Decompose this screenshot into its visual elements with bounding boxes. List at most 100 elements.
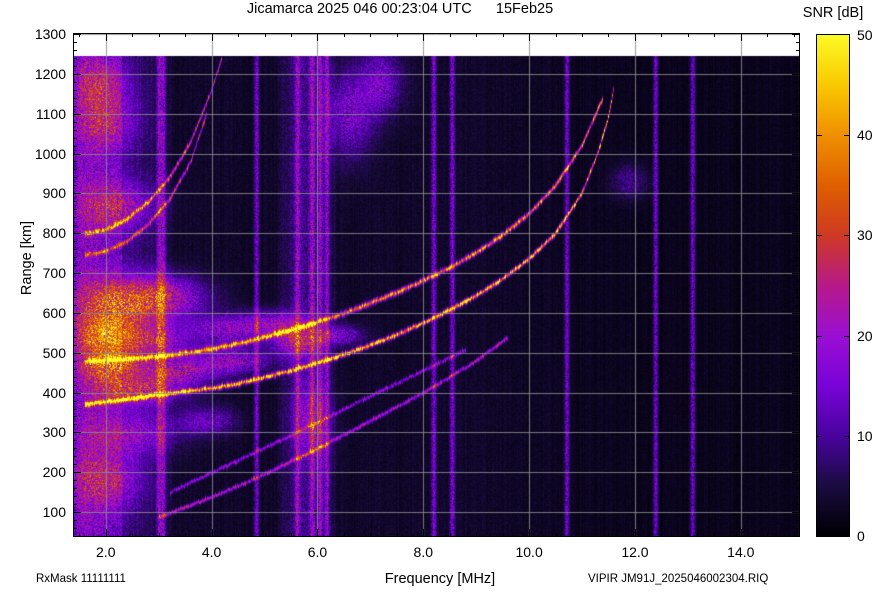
x-axis-tick-label: 10.0 — [515, 544, 543, 560]
y-axis-minor-tick — [73, 209, 77, 210]
x-axis-tick-mark — [317, 33, 318, 41]
y-axis-minor-tick — [796, 377, 800, 378]
y-axis-minor-tick — [796, 90, 800, 91]
y-axis-tick-label: 1000 — [34, 145, 66, 162]
y-axis-minor-tick — [73, 488, 77, 489]
y-axis-minor-tick — [73, 528, 77, 529]
y-axis-tick-label: 500 — [42, 344, 66, 361]
y-axis-minor-tick — [796, 528, 800, 529]
x-axis-tick-mark — [529, 33, 530, 41]
y-axis-minor-tick — [73, 409, 77, 410]
colorbar-tick-mark — [816, 336, 822, 337]
colorbar-tick-label: 40 — [857, 127, 873, 144]
y-axis-tick-mark — [792, 393, 800, 394]
y-axis-minor-tick — [73, 536, 77, 537]
y-axis-tick-label: 100 — [42, 504, 66, 521]
y-axis-minor-tick — [796, 337, 800, 338]
footer-filename: VIPIR JM91J_2025046002304.RIQ — [588, 573, 769, 585]
x-axis-tick-mark — [212, 529, 213, 537]
y-axis-minor-tick — [73, 42, 77, 43]
y-axis-minor-tick — [796, 130, 800, 131]
colorbar-tick-label: 10 — [857, 427, 873, 444]
page-title: Jicamarca 2025 046 00:23:04 UTC 15Feb25 — [246, 1, 554, 17]
y-axis-minor-tick — [796, 265, 800, 266]
y-axis-minor-tick — [73, 201, 77, 202]
y-axis-minor-tick — [796, 329, 800, 330]
y-axis-minor-tick — [796, 146, 800, 147]
colorbar-tick-label: 20 — [857, 327, 873, 344]
x-axis-minor-tick — [661, 33, 662, 37]
y-axis-minor-tick — [796, 289, 800, 290]
x-axis-minor-tick — [688, 33, 689, 37]
y-axis-minor-tick — [796, 385, 800, 386]
y-axis-minor-tick — [796, 480, 800, 481]
y-axis-tick-label: 700 — [42, 265, 66, 282]
y-axis-minor-tick — [796, 536, 800, 537]
y-axis-minor-tick — [73, 122, 77, 123]
y-axis-tick-mark — [792, 154, 800, 155]
y-axis-minor-tick — [73, 50, 77, 51]
y-axis-minor-tick — [73, 464, 77, 465]
y-axis-minor-tick — [796, 281, 800, 282]
y-axis-minor-tick — [796, 369, 800, 370]
colorbar-tick-mark — [844, 436, 850, 437]
y-axis-minor-tick — [796, 161, 800, 162]
x-axis-tick-mark — [529, 529, 530, 537]
y-axis-minor-tick — [796, 58, 800, 59]
y-axis-minor-tick — [796, 409, 800, 410]
y-axis-minor-tick — [73, 90, 77, 91]
colorbar-title: SNR [dB] — [802, 5, 864, 21]
x-axis-minor-tick — [132, 33, 133, 37]
y-axis-minor-tick — [73, 480, 77, 481]
y-axis-tick-mark — [792, 193, 800, 194]
y-axis-minor-tick — [73, 401, 77, 402]
x-axis-minor-tick — [344, 533, 345, 537]
x-axis-tick-label: 6.0 — [307, 544, 328, 560]
y-axis-minor-tick — [796, 440, 800, 441]
y-axis-minor-tick — [796, 297, 800, 298]
y-axis-minor-tick — [73, 185, 77, 186]
y-axis-tick-mark — [792, 273, 800, 274]
x-axis-minor-tick — [397, 533, 398, 537]
y-axis-minor-tick — [73, 329, 77, 330]
x-axis-minor-tick — [608, 33, 609, 37]
colorbar-tick-mark — [844, 235, 850, 236]
ionogram-plot-area[interactable] — [73, 33, 800, 537]
y-axis-tick-mark — [73, 313, 81, 314]
y-axis-minor-tick — [73, 369, 77, 370]
y-axis-minor-tick — [73, 520, 77, 521]
y-axis-minor-tick — [73, 305, 77, 306]
y-axis-minor-tick — [73, 98, 77, 99]
y-axis-tick-mark — [73, 512, 81, 513]
y-axis-tick-label: 600 — [42, 304, 66, 321]
y-axis-minor-tick — [73, 440, 77, 441]
y-axis-minor-tick — [73, 337, 77, 338]
x-axis-minor-tick — [476, 533, 477, 537]
y-axis-minor-tick — [73, 416, 77, 417]
x-axis-minor-tick — [794, 33, 795, 37]
colorbar-tick-mark — [816, 235, 822, 236]
x-axis-minor-tick — [714, 33, 715, 37]
x-axis-minor-tick — [397, 33, 398, 37]
y-axis-minor-tick — [73, 257, 77, 258]
y-axis-minor-tick — [73, 82, 77, 83]
x-axis-tick-mark — [635, 529, 636, 537]
y-axis-tick-mark — [792, 512, 800, 513]
y-axis-tick-mark — [73, 432, 81, 433]
y-axis-minor-tick — [73, 241, 77, 242]
y-axis-minor-tick — [796, 448, 800, 449]
x-axis-minor-tick — [794, 533, 795, 537]
x-axis-tick-mark — [106, 529, 107, 537]
y-axis-minor-tick — [796, 345, 800, 346]
x-axis-tick-mark — [741, 33, 742, 41]
x-axis-minor-tick — [503, 533, 504, 537]
ionogram-heatmap-canvas[interactable] — [74, 34, 799, 536]
y-axis-tick-label: 1100 — [35, 105, 66, 122]
y-axis-minor-tick — [73, 265, 77, 266]
y-axis-tick-mark — [73, 193, 81, 194]
y-axis-tick-mark — [73, 233, 81, 234]
y-axis-minor-tick — [796, 122, 800, 123]
y-axis-tick-mark — [73, 154, 81, 155]
y-axis-minor-tick — [796, 401, 800, 402]
